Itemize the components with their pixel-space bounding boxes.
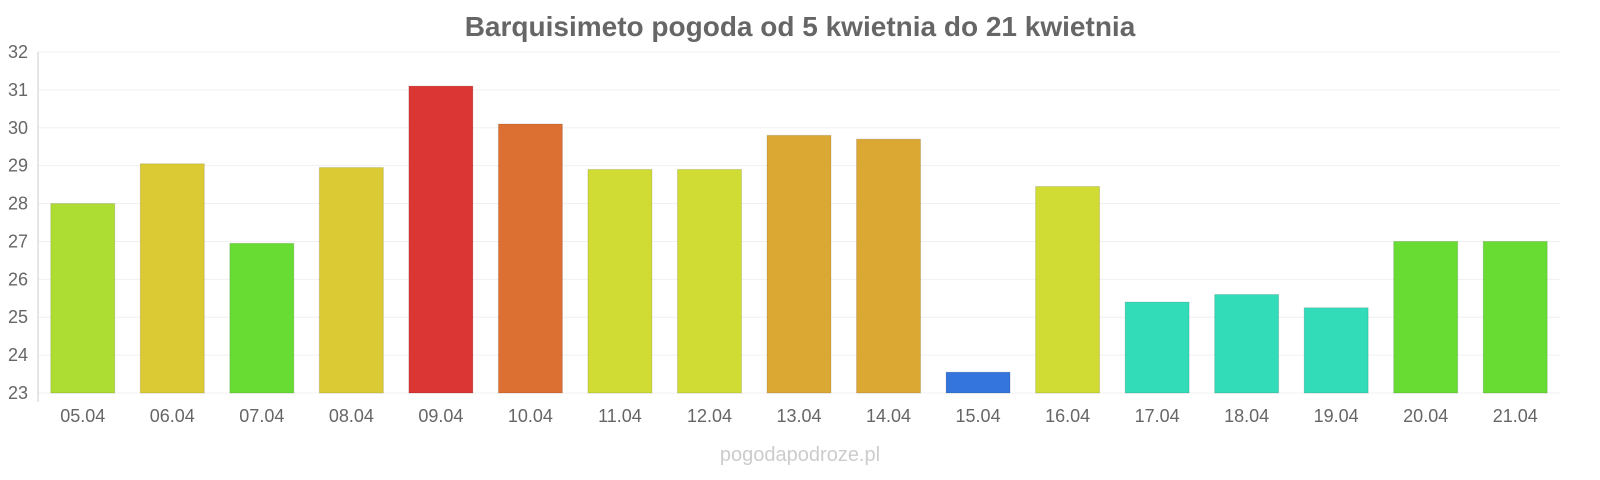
watermark: pogodapodroze.pl [720, 444, 880, 466]
bar-12.04 [676, 168, 742, 394]
bar-21.04 [1482, 240, 1548, 394]
y-tick-label: 30 [8, 118, 28, 138]
x-tick-label: 19.04 [1314, 406, 1359, 426]
bar-19.04 [1303, 307, 1369, 394]
bar-10.04 [497, 123, 563, 394]
y-tick-label: 24 [8, 345, 28, 365]
bar-18.04 [1214, 293, 1280, 394]
x-tick-label: 16.04 [1045, 406, 1090, 426]
bar-08.04 [318, 167, 384, 394]
y-tick-label: 32 [8, 42, 28, 62]
x-tick-label: 14.04 [866, 406, 911, 426]
bar-16.04 [1035, 186, 1101, 394]
x-tick-label: 13.04 [776, 406, 821, 426]
x-tick-label: 06.04 [150, 406, 195, 426]
y-tick-label: 27 [8, 231, 28, 251]
x-tick-label: 08.04 [329, 406, 374, 426]
y-tick-label: 25 [8, 307, 28, 327]
x-tick-label: 11.04 [598, 406, 642, 426]
bar-09.04 [408, 85, 474, 394]
x-tick-label: 10.04 [508, 406, 553, 426]
x-axis: 05.04 06.04 07.04 08.04 09.04 10.04 11.04 12.04… [60, 406, 1538, 426]
y-tick-label: 31 [8, 80, 28, 100]
bars [50, 85, 1548, 394]
y-tick-label: 26 [8, 269, 28, 289]
bar-20.04 [1393, 240, 1459, 394]
bar-05.04 [50, 203, 116, 394]
y-tick-label: 23 [8, 383, 28, 403]
bar-15.04 [945, 371, 1011, 394]
chart-title: Barquisimeto pogoda od 5 kwietnia do 21 … [465, 11, 1136, 42]
x-tick-label: 05.04 [60, 406, 105, 426]
bar-11.04 [587, 168, 653, 394]
x-tick-label: 15.04 [956, 406, 1001, 426]
y-axis: 23 24 25 26 27 28 29 30 31 32 [8, 42, 28, 403]
x-tick-label: 07.04 [239, 406, 284, 426]
x-tick-label: 12.04 [687, 406, 732, 426]
x-tick-label: 18.04 [1224, 406, 1269, 426]
bar-14.04 [856, 138, 922, 394]
x-tick-label: 17.04 [1135, 406, 1180, 426]
bar-13.04 [766, 134, 832, 394]
y-tick-label: 29 [8, 156, 28, 176]
x-tick-label: 21.04 [1493, 406, 1538, 426]
bar-07.04 [229, 242, 295, 394]
bar-17.04 [1124, 301, 1190, 394]
x-tick-label: 20.04 [1403, 406, 1448, 426]
y-tick-label: 28 [8, 194, 28, 214]
bar-06.04 [139, 163, 205, 394]
x-tick-label: 09.04 [418, 406, 463, 426]
